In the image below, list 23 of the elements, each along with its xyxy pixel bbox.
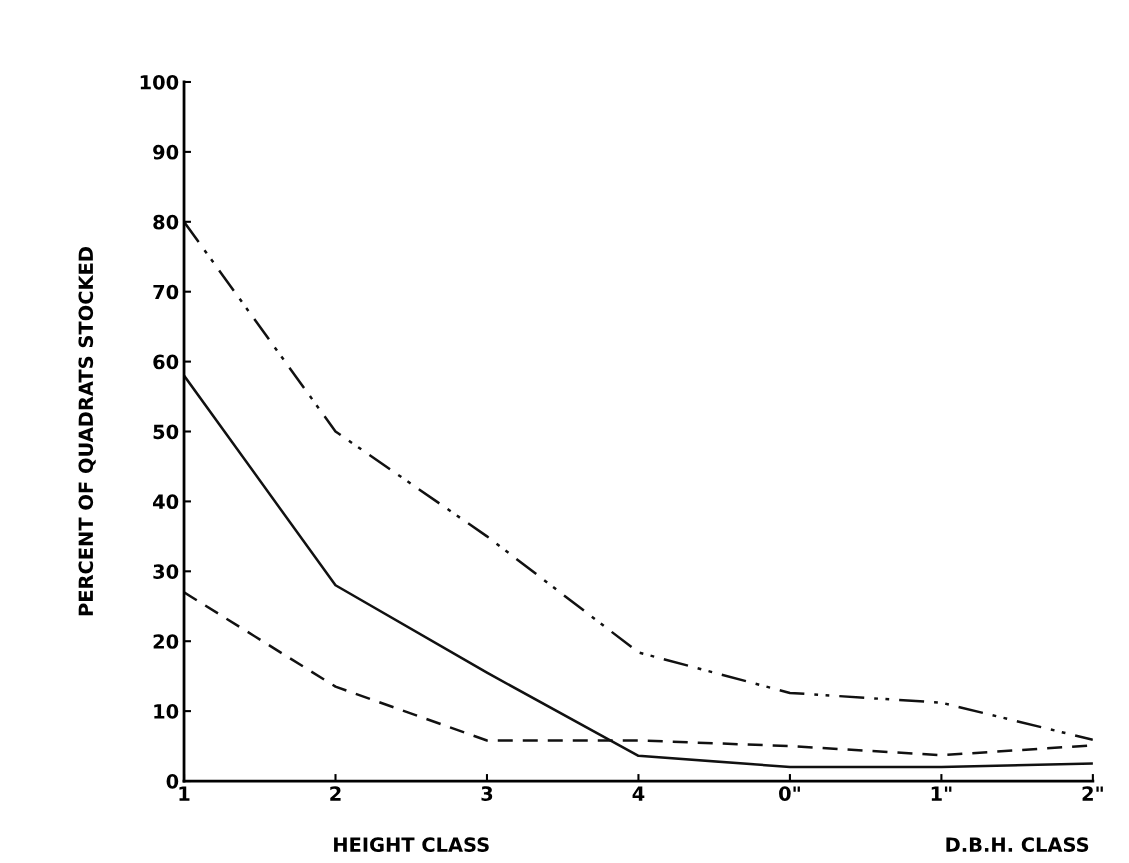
y-tick-label: 30 xyxy=(153,564,179,579)
y-tick-label: 20 xyxy=(153,634,179,649)
x-tick-label: 1 xyxy=(179,786,190,801)
y-tick-label: 40 xyxy=(152,494,179,510)
y-tick-label: 60 xyxy=(153,354,179,370)
y-tick-label: 70 xyxy=(153,284,179,300)
text: D.B.H. CLASS xyxy=(946,837,1089,852)
y-tick-label: 50 xyxy=(153,424,179,440)
y-tick-label: 90 xyxy=(153,144,179,160)
y-tick-label: 10 xyxy=(154,704,179,719)
line-series xyxy=(184,374,1093,769)
x-tick-label: 1" xyxy=(931,786,952,801)
x-axis-title: HEIGHT CLASS xyxy=(334,837,489,852)
x-tick-label: 2" xyxy=(1082,786,1103,801)
line-series xyxy=(184,220,1093,742)
x-tick-label: 4 xyxy=(632,786,645,801)
y-tick-label: 80 xyxy=(153,214,179,230)
x-tick-label: 0" xyxy=(779,786,800,801)
x-tick-label: 2 xyxy=(330,786,341,801)
y-tick-label: 100 xyxy=(140,74,179,90)
y-axis-title: PERCENT OF QUADRATS STOCKED xyxy=(78,247,96,616)
y-tick-label: 0 xyxy=(166,773,179,789)
x-tick-label: 3 xyxy=(481,786,493,801)
